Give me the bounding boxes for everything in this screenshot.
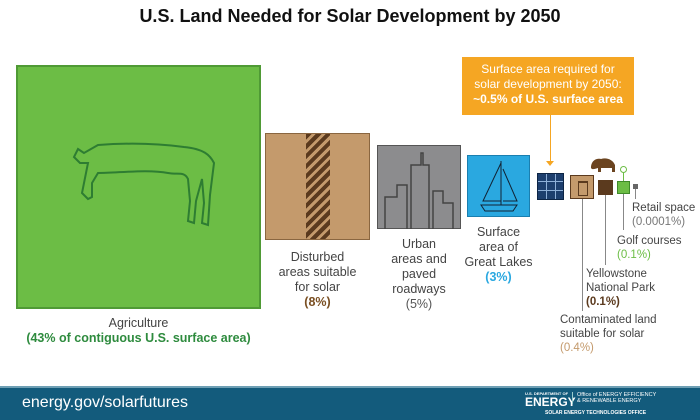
seto-name: SOLAR ENERGY TECHNOLOGIES OFFICE xyxy=(545,410,647,416)
disturbed-areas-label: Disturbed areas suitable for solar (8%) xyxy=(278,250,357,309)
golf-pin-stem xyxy=(623,172,624,181)
doe-logo: U.S. DEPARTMENT OF ENERGY xyxy=(525,391,576,409)
callout-arrow-head xyxy=(546,161,554,166)
great-lakes-label: Surface area of Great Lakes (3%) xyxy=(464,225,533,284)
city-skyline-icon xyxy=(384,152,454,229)
contaminated-leader-line xyxy=(582,199,583,311)
retail-space-label: Retail space (0.0001%) xyxy=(632,202,696,228)
office-name: Office of ENERGY EFFICIENCY & RENEWABLE … xyxy=(572,392,656,404)
solar-callout-box: Surface area required for solar developm… xyxy=(462,57,634,115)
footer-bar: energy.gov/solarfutures U.S. DEPARTMENT … xyxy=(0,386,700,420)
callout-arrow-line xyxy=(550,115,551,162)
sailboat-icon xyxy=(480,161,518,212)
golf-leader-line xyxy=(623,194,624,230)
agriculture-label: Agriculture (43% of contiguous U.S. surf… xyxy=(26,316,251,345)
urban-areas-label: Urban areas and paved roadways (5%) xyxy=(391,237,447,311)
contaminated-land-label: Contaminated land suitable for solar (0.… xyxy=(560,314,657,354)
yellowstone-square xyxy=(598,180,613,195)
agriculture-square xyxy=(16,65,261,309)
great-lakes-square xyxy=(467,155,530,217)
bison-icon xyxy=(591,158,615,172)
retail-leader-line xyxy=(635,189,636,199)
tire-track-icon xyxy=(306,134,330,239)
trash-can-icon xyxy=(578,181,588,196)
yellowstone-leader-line xyxy=(605,195,606,265)
cow-icon xyxy=(72,142,216,227)
yellowstone-label: Yellowstone National Park (0.1%) xyxy=(586,268,656,308)
golf-courses-label: Golf courses (0.1%) xyxy=(617,235,682,261)
footer-url[interactable]: energy.gov/solarfutures xyxy=(22,394,189,411)
page-title: U.S. Land Needed for Solar Development b… xyxy=(139,6,561,26)
retail-space-square xyxy=(633,184,638,189)
golf-courses-square xyxy=(617,181,630,194)
disturbed-areas-square xyxy=(265,133,370,240)
solar-panel-square xyxy=(537,173,564,200)
urban-areas-square xyxy=(377,145,461,229)
contaminated-land-square xyxy=(570,175,594,199)
